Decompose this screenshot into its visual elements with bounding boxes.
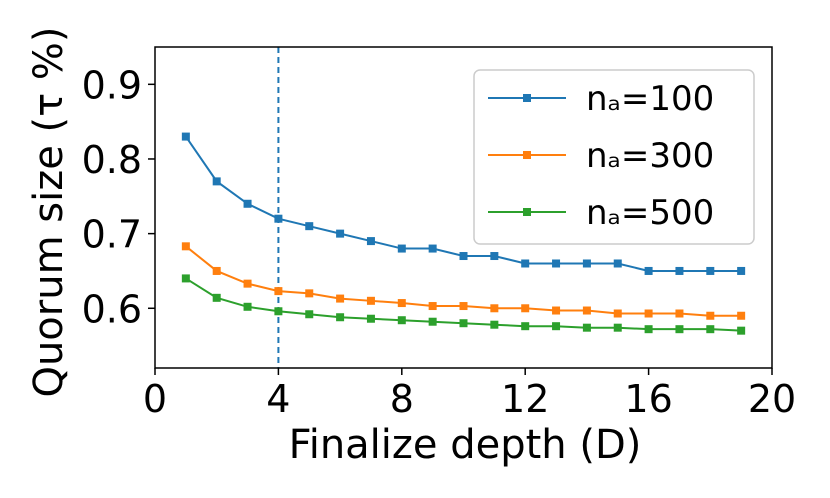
data-point [366, 296, 375, 305]
data-point [181, 274, 190, 283]
data-point [644, 309, 653, 318]
data-point [521, 259, 530, 268]
legend: nₐ=100 nₐ=300 nₐ=500 [473, 69, 755, 245]
y-axis: 0.6 0.7 0.8 0.9 [82, 63, 155, 331]
data-point [644, 266, 653, 275]
x-tick-label: 20 [748, 377, 796, 421]
data-point [428, 302, 437, 311]
data-point [737, 266, 746, 275]
x-tick-label: 4 [266, 377, 290, 421]
plot-frame [154, 46, 773, 369]
data-point [582, 259, 591, 268]
y-tick-label: 0.6 [82, 287, 142, 331]
data-point [212, 293, 221, 302]
legend-marker [523, 94, 531, 102]
data-point [706, 311, 715, 320]
data-point [181, 132, 190, 141]
data-point [212, 177, 221, 186]
data-point [243, 279, 252, 288]
series-3 [181, 274, 746, 335]
y-tick-label: 0.8 [82, 138, 142, 182]
y-tick-label: 0.9 [82, 63, 142, 107]
data-point [459, 252, 468, 261]
data-point [490, 304, 499, 313]
data-point [243, 199, 252, 208]
legend-label: nₐ=100 [586, 79, 714, 119]
data-point [274, 307, 283, 316]
data-point [397, 244, 406, 253]
data-point [613, 323, 622, 332]
x-axis-label: Finalize depth (D) [289, 422, 642, 468]
data-point [644, 325, 653, 334]
data-point [274, 214, 283, 223]
data-point [706, 325, 715, 334]
data-point [552, 259, 561, 268]
data-point [490, 252, 499, 261]
data-point [305, 289, 314, 298]
data-point [675, 309, 684, 318]
legend-marker [523, 151, 531, 159]
series-1 [181, 132, 746, 275]
data-point [305, 222, 314, 231]
data-point [243, 302, 252, 311]
data-point [274, 287, 283, 296]
x-tick-label: 16 [624, 377, 672, 421]
x-tick-label: 8 [390, 377, 414, 421]
data-point [521, 322, 530, 331]
x-tick-label: 0 [143, 377, 167, 421]
data-point [428, 317, 437, 326]
data-point [675, 266, 684, 275]
legend-label: nₐ=300 [586, 136, 714, 176]
data-point [212, 266, 221, 275]
data-point [397, 316, 406, 325]
data-point [181, 242, 190, 251]
data-point [336, 229, 345, 238]
data-point [552, 322, 561, 331]
data-point [428, 244, 437, 253]
data-point [397, 299, 406, 308]
data-point [305, 310, 314, 319]
data-point [737, 326, 746, 335]
data-point [737, 311, 746, 320]
x-axis: 0 4 8 12 16 20 [143, 368, 796, 421]
legend-box [473, 69, 755, 245]
data-point [675, 325, 684, 334]
data-point [706, 266, 715, 275]
y-axis-label: Quorum size (τ %) [26, 26, 72, 397]
data-point [336, 313, 345, 322]
data-point [459, 319, 468, 328]
legend-marker [523, 208, 531, 216]
series-2 [181, 242, 746, 320]
data-point [366, 237, 375, 246]
data-point [613, 309, 622, 318]
data-point [552, 306, 561, 315]
data-point [582, 323, 591, 332]
data-point [459, 302, 468, 311]
data-point [336, 294, 345, 303]
data-point [490, 320, 499, 329]
plot-area [154, 46, 773, 369]
data-point [521, 304, 530, 313]
y-tick-label: 0.7 [82, 213, 142, 257]
legend-label: nₐ=500 [586, 193, 714, 233]
data-point [582, 306, 591, 315]
data-point [613, 259, 622, 268]
x-tick-label: 12 [501, 377, 549, 421]
data-point [366, 314, 375, 323]
